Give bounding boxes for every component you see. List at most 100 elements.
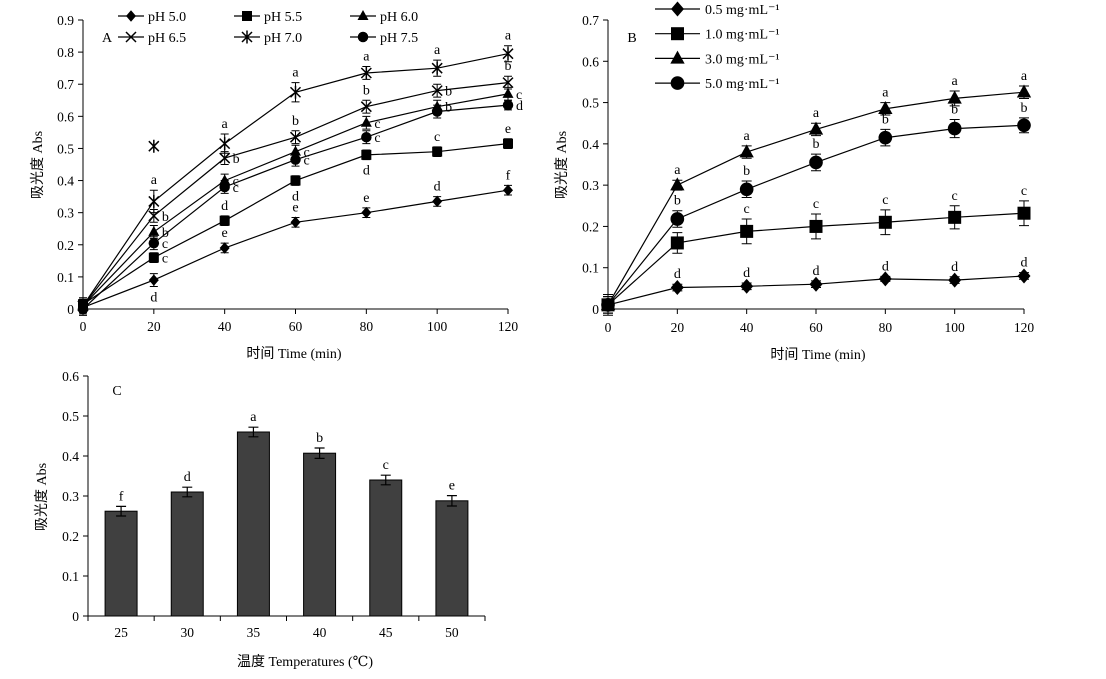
significance-letter: d bbox=[882, 259, 889, 274]
diamond-marker bbox=[432, 195, 443, 208]
x-tick-label: 100 bbox=[945, 320, 966, 335]
panel-b: 0 0.1 0.2 0.3 0.4 0.5 0.6 0.7 吸光度 Abs 时间 Time (mi… bbox=[554, 1, 1034, 363]
significance-letter: d bbox=[813, 264, 820, 279]
x-tick-label: 20 bbox=[147, 319, 161, 334]
legend-label: 0.5 mg·mL⁻¹ bbox=[705, 3, 780, 18]
significance-letter: d bbox=[674, 267, 681, 282]
triangle-marker bbox=[739, 144, 754, 158]
legend-label: 1.0 mg·mL⁻¹ bbox=[705, 28, 780, 43]
diamond-marker bbox=[290, 216, 301, 229]
significance-letter: a bbox=[882, 86, 889, 101]
diamond-marker bbox=[670, 280, 684, 296]
significance-letter: b bbox=[445, 85, 452, 100]
significance-letter: c bbox=[952, 189, 958, 204]
y-tick-label: 0.1 bbox=[582, 261, 599, 276]
significance-letter: b bbox=[445, 101, 452, 116]
square-marker bbox=[948, 210, 962, 224]
y-tick-label: 0.2 bbox=[62, 529, 79, 544]
asterisk-marker bbox=[148, 194, 160, 208]
x-tick-label: 45 bbox=[379, 625, 393, 640]
panel-a: 0 0.1 0.2 0.3 0.4 0.5 0.6 0.7 0.8 0.9 吸光度 Abs 时间 Ti… bbox=[30, 10, 523, 362]
y-tick-label: 0.4 bbox=[57, 174, 74, 189]
significance-letter: d bbox=[743, 266, 750, 281]
triangle-marker bbox=[148, 225, 160, 236]
significance-letter: b bbox=[162, 210, 169, 225]
bar bbox=[303, 452, 337, 617]
bar bbox=[369, 479, 403, 617]
circle-marker bbox=[670, 212, 685, 226]
significance-letter: c bbox=[162, 252, 168, 267]
significance-letter: e bbox=[292, 200, 298, 215]
y-tick-label: 0.6 bbox=[582, 54, 599, 69]
square-marker bbox=[361, 149, 372, 160]
y-tick-label: 0.6 bbox=[62, 369, 79, 384]
y-tick-label: 0.3 bbox=[582, 178, 599, 193]
square-marker bbox=[809, 219, 823, 233]
circle-marker bbox=[431, 106, 443, 117]
significance-letter: a bbox=[151, 173, 158, 188]
square-marker bbox=[1017, 206, 1031, 220]
circle-marker bbox=[1017, 118, 1031, 133]
legend-item: pH 7.0 bbox=[234, 30, 302, 46]
y-tick-label: 0.1 bbox=[57, 270, 74, 285]
x-tick-label: 25 bbox=[114, 625, 128, 640]
significance-letter: b bbox=[505, 59, 512, 74]
y-tick-label: 0 bbox=[592, 302, 599, 317]
significance-letter: c bbox=[882, 193, 888, 208]
series-ph-7-0: a a a a a a bbox=[77, 29, 514, 313]
x-tick-label: 20 bbox=[671, 320, 685, 335]
square-marker bbox=[671, 27, 684, 41]
significance-letter: d bbox=[292, 189, 299, 204]
significance-letter: f bbox=[506, 168, 511, 183]
x-tick-label: 0 bbox=[605, 320, 612, 335]
y-tick-label: 0.5 bbox=[57, 141, 74, 156]
y-axis-title: 吸光度 Abs bbox=[554, 131, 570, 199]
legend: pH 5.0 pH 5.5 pH 6.0 pH 6.5 pH 7.0 pH 7.5 bbox=[118, 10, 418, 46]
significance-letter: e bbox=[222, 226, 228, 241]
significance-letter: c bbox=[434, 130, 440, 145]
error-bar bbox=[314, 447, 325, 459]
significance-letter: a bbox=[250, 410, 257, 425]
asterisk-marker bbox=[431, 61, 443, 75]
legend-label: pH 7.5 bbox=[380, 31, 418, 46]
legend-item: pH 6.5 bbox=[118, 31, 186, 46]
diamond-marker bbox=[148, 274, 159, 286]
triangle-marker bbox=[360, 116, 372, 127]
asterisk-marker bbox=[360, 66, 372, 80]
y-axis-title: 吸光度 Abs bbox=[34, 463, 50, 531]
significance-letter: b bbox=[813, 137, 820, 152]
y-axis-title: 吸光度 Abs bbox=[30, 131, 46, 199]
panel-letter: A bbox=[102, 31, 113, 46]
circle-marker bbox=[670, 76, 685, 90]
bar bbox=[435, 500, 469, 617]
panel-letter: B bbox=[627, 31, 636, 46]
square-marker bbox=[432, 146, 443, 157]
error-bar bbox=[182, 486, 193, 498]
x-tick-label: 30 bbox=[181, 625, 195, 640]
significance-letter: d bbox=[434, 180, 441, 195]
diamond-marker bbox=[878, 271, 892, 287]
significance-letter: a bbox=[952, 74, 959, 89]
y-tick-label: 0.7 bbox=[582, 13, 599, 28]
circle-marker bbox=[502, 99, 514, 111]
circle-marker bbox=[601, 298, 615, 312]
significance-letter: b bbox=[292, 114, 299, 129]
significance-letter: b bbox=[1021, 101, 1028, 116]
bar bbox=[104, 510, 138, 617]
significance-letter: a bbox=[222, 117, 229, 132]
significance-letter: c bbox=[374, 117, 380, 132]
error-bar bbox=[380, 474, 391, 486]
legend: 0.5 mg·mL⁻¹ 1.0 mg·mL⁻¹ 3.0 mg·mL⁻¹ 5.0 mg·… bbox=[655, 1, 780, 92]
diamond-marker bbox=[948, 272, 962, 288]
legend-label: pH 5.0 bbox=[148, 10, 186, 25]
x-tick-label: 80 bbox=[360, 319, 374, 334]
circle-marker bbox=[219, 181, 230, 193]
y-tick-label: 0.9 bbox=[57, 13, 74, 28]
triangle-marker bbox=[670, 177, 685, 191]
diamond-marker bbox=[1017, 268, 1031, 284]
legend-item: 5.0 mg·mL⁻¹ bbox=[655, 76, 780, 92]
